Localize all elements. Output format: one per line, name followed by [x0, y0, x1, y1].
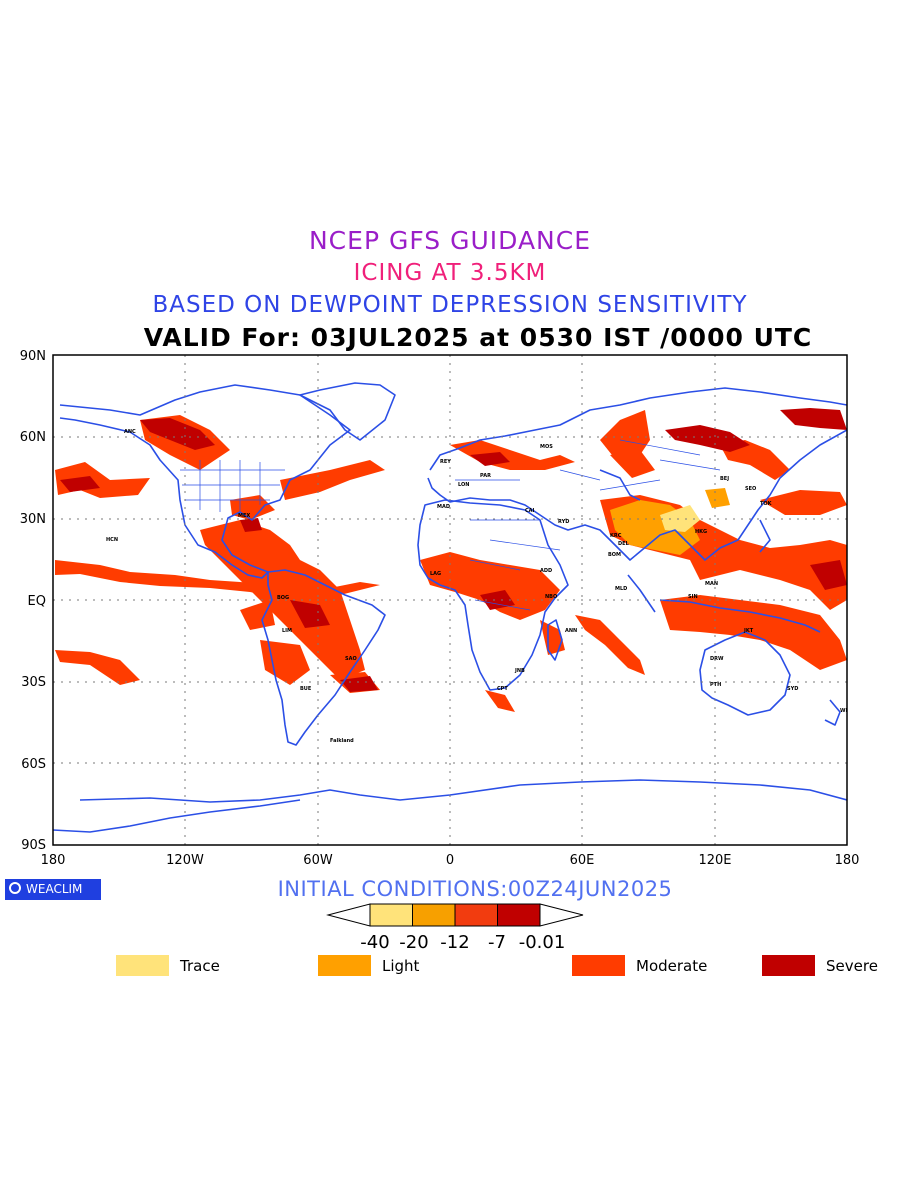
city-label: BOM [608, 552, 621, 558]
valid-time: VALID For: 03JUL2025 at 0530 IST /0000 U… [143, 323, 813, 352]
city-label: HKG [695, 529, 707, 535]
title-line-1: NCEP GFS GUIDANCE [308, 226, 591, 255]
legend-swatch [762, 955, 815, 976]
city-label: ANN [565, 628, 577, 634]
city-label: BUE [300, 686, 312, 692]
graticule [53, 355, 847, 845]
city-label: PTH [710, 682, 721, 688]
city-label: MLD [615, 586, 627, 592]
lon-label: 60W [303, 853, 333, 868]
latitude-labels: 90N 60N 30N EQ 30S 60S 90S [20, 349, 46, 853]
legend-swatch [318, 955, 371, 976]
city-label: TOK [760, 501, 773, 507]
lon-label: 60E [570, 853, 595, 868]
lat-label: EQ [28, 594, 46, 609]
logo-text: WEACLIM [26, 882, 83, 896]
city-label: KRC [610, 533, 622, 539]
legend-label: Trace [180, 957, 220, 975]
city-label: MOS [540, 444, 553, 450]
city-label: DEL [618, 541, 630, 547]
city-label: BOG [277, 595, 289, 601]
city-label: SEO [745, 486, 756, 492]
legend-label: Light [382, 957, 420, 975]
city-label: SYD [787, 686, 798, 692]
city-label: JNB [514, 668, 525, 674]
lon-label: 180 [41, 853, 66, 868]
city-label: Falkland [330, 738, 354, 744]
lat-label: 30S [21, 675, 46, 690]
city-label: LON [458, 482, 469, 488]
lat-label: 30N [20, 512, 46, 527]
logo-ring-icon [9, 882, 21, 894]
city-label: SAO [345, 656, 357, 662]
map-frame [52, 354, 848, 846]
icing-severe [60, 408, 847, 692]
icing-moderate [55, 410, 847, 712]
lon-label: 120W [166, 853, 204, 868]
city-label: LIM [282, 628, 292, 634]
icing-map: ANC HCN MEX BOG LIM SAO BUE Falkland REY MAD LON PA… [20, 349, 860, 868]
icing-light [610, 488, 730, 555]
lat-label: 90N [20, 349, 46, 364]
city-label: CAI [525, 508, 535, 514]
city-label: ANC [124, 429, 136, 435]
coastlines [53, 382, 847, 833]
city-label: DRW [710, 656, 724, 662]
lat-label: 60N [20, 430, 46, 445]
city-label: LAG [430, 571, 441, 577]
city-label: PAR [480, 473, 491, 479]
legend-swatch [572, 955, 625, 976]
city-label: MEX [238, 513, 250, 519]
legend-label: Severe [826, 957, 878, 975]
lat-label: 90S [21, 838, 46, 853]
city-labels: ANC HCN MEX BOG LIM SAO BUE Falkland REY MAD LON PA… [106, 429, 852, 744]
title-line-2: ICING AT 3.5KM [353, 260, 547, 286]
lon-label: 120E [698, 853, 731, 868]
city-label: WLT [840, 708, 852, 714]
city-label: MAD [437, 504, 450, 510]
lon-label: 180 [835, 853, 860, 868]
legend-swatch [116, 955, 169, 976]
city-label: BEJ [720, 476, 729, 482]
lat-label: 60S [21, 757, 46, 772]
borders [180, 439, 721, 611]
city-label: JKT [743, 628, 754, 634]
city-label: SIN [688, 594, 698, 600]
city-label: HCN [106, 537, 118, 543]
weaclim-logo: WEACLIM [5, 879, 101, 900]
city-label: MAN [705, 581, 718, 587]
city-label: NBO [545, 594, 557, 600]
lon-label: 0 [446, 853, 454, 868]
city-label: ADD [540, 568, 552, 574]
city-label: CPT [497, 686, 508, 692]
city-label: REY [440, 459, 451, 465]
title-line-3: BASED ON DEWPOINT DEPRESSION SENSITIVITY [152, 292, 748, 318]
initial-conditions: INITIAL CONDITIONS:00Z24JUN2025 [277, 877, 673, 901]
longitude-labels: 180 120W 60W 0 60E 120E 180 [41, 853, 860, 868]
legend-label: Moderate [636, 957, 708, 975]
city-label: RYD [558, 519, 569, 525]
